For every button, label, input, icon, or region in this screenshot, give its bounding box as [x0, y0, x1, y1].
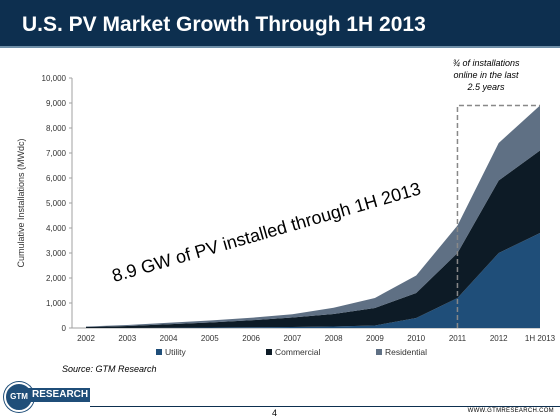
main-annotation: 8.9 GW of PV installed through 1H 2013: [110, 178, 423, 285]
logo-text: RESEARCH: [28, 388, 90, 402]
area-chart: 0 1,000 2,000 3,000 4,000 5,000 6,000 7,000 8,00…: [16, 58, 556, 374]
x-tick-label: 2010: [407, 334, 425, 343]
x-tick-label: 2012: [490, 334, 508, 343]
x-tick-label: 2006: [242, 334, 260, 343]
page-number: 4: [272, 408, 278, 418]
legend-swatch-commercial: [266, 349, 272, 355]
title-bar: U.S. PV Market Growth Through 1H 2013: [0, 0, 560, 46]
x-tick-label: 2011: [449, 334, 467, 343]
x-tick-label: 2007: [283, 334, 301, 343]
area-series-residential: [86, 105, 540, 327]
legend-swatch-residential: [376, 349, 382, 355]
x-tick-label: 2008: [325, 334, 343, 343]
legend-swatch-utility: [156, 349, 162, 355]
x-tick-label: 2002: [77, 334, 95, 343]
y-axis-label: Cumulative Installations (MWdc): [16, 138, 26, 267]
y-tick-label: 9,000: [46, 99, 67, 108]
x-tick-label: 2003: [118, 334, 136, 343]
y-tick-label: 5,000: [46, 199, 67, 208]
slide-title: U.S. PV Market Growth Through 1H 2013: [22, 13, 426, 36]
footer-divider: [90, 406, 560, 407]
title-divider: [0, 46, 560, 48]
gtm-research-logo: GTM RESEARCH: [4, 382, 90, 412]
y-tick-label: 4,000: [46, 224, 67, 233]
legend-label-residential: Residential: [385, 347, 427, 357]
x-tick-label: 1H 2013: [525, 334, 556, 343]
y-tick-label: 3,000: [46, 249, 67, 258]
highlight-note: ¾ of installations online in the last 2.5 …: [452, 58, 520, 92]
y-tick-label: 2,000: [46, 274, 67, 283]
y-tick-label: 7,000: [46, 149, 67, 158]
y-tick-label: 10,000: [42, 74, 67, 83]
area-series-utility: [86, 233, 540, 328]
y-tick-label: 0: [62, 324, 67, 333]
y-tick-label: 6,000: [46, 174, 67, 183]
highlight-box: [456, 104, 540, 328]
x-tick-label: 2005: [201, 334, 219, 343]
area-series-commercial: [86, 150, 540, 328]
x-tick-label: 2009: [366, 334, 384, 343]
legend-label-commercial: Commercial: [275, 347, 320, 357]
legend-label-utility: Utility: [165, 347, 187, 357]
source-note: Source: GTM Research: [62, 364, 157, 374]
y-tick-label: 1,000: [46, 299, 67, 308]
footer-url: WWW.GTMRESEARCH.COM: [467, 408, 554, 414]
y-tick-label: 8,000: [46, 124, 67, 133]
x-tick-label: 2004: [160, 334, 178, 343]
